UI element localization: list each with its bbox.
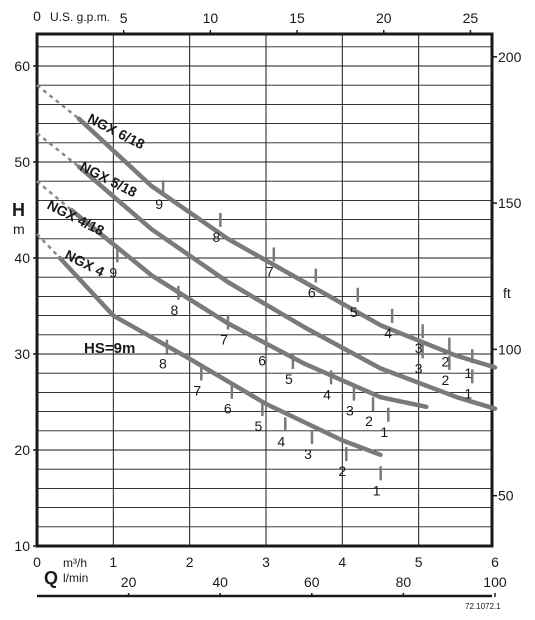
x-m3h-tick-label: 3 bbox=[262, 554, 270, 570]
stage-label: 5 bbox=[350, 304, 358, 320]
series-label: NGX 4/18 bbox=[45, 196, 107, 238]
x-lmin-tick-label: 20 bbox=[121, 574, 137, 590]
x-m3h-tick-label: 5 bbox=[415, 554, 423, 570]
left-axis-symbol: H bbox=[12, 200, 25, 220]
y-m-tick-label: 60 bbox=[14, 58, 30, 74]
stage-label: 1 bbox=[380, 424, 388, 440]
stage-label: 7 bbox=[193, 382, 201, 398]
bottom-axis-symbol: Q bbox=[44, 568, 58, 588]
stage-label: 2 bbox=[338, 463, 346, 479]
stage-label: 9 bbox=[155, 196, 163, 212]
x-m3h-tick-label: 4 bbox=[338, 554, 346, 570]
y-m-tick-label: 40 bbox=[14, 250, 30, 266]
curve-ngx-6-18 bbox=[76, 116, 498, 370]
stage-label: 1 bbox=[464, 385, 472, 401]
stage-label: 3 bbox=[346, 403, 354, 419]
plot-frame bbox=[35, 32, 494, 548]
stage-label: 8 bbox=[159, 356, 167, 372]
gpm-zero-label: 0 bbox=[33, 8, 41, 24]
top-axis-unit: U.S. g.p.m. bbox=[50, 10, 110, 24]
x-lmin-tick-label: 80 bbox=[396, 574, 412, 590]
curve-ngx-5-18 bbox=[76, 164, 498, 411]
stage-label: 1 bbox=[373, 482, 381, 498]
curve-dashed-lead-in bbox=[36, 84, 80, 120]
series-label: NGX 4 bbox=[62, 246, 107, 279]
stage-label: 1 bbox=[464, 365, 472, 381]
y-ft-tick-label: 150 bbox=[498, 195, 522, 211]
x-gpm-tick-label: 10 bbox=[203, 10, 219, 26]
curve-ngx-4-18 bbox=[69, 207, 429, 410]
x-gpm-tick-label: 20 bbox=[376, 10, 392, 26]
curve-dashed-lead-in bbox=[36, 132, 80, 168]
stage-label: 6 bbox=[224, 401, 232, 417]
y-ft-tick-label: 200 bbox=[498, 49, 522, 65]
curve-ngx-4 bbox=[57, 255, 383, 458]
stage-label: 3 bbox=[415, 340, 423, 356]
stage-label: 3 bbox=[415, 360, 423, 376]
stage-label: 4 bbox=[277, 433, 285, 449]
stage-label: 2 bbox=[441, 372, 449, 388]
stage-label: 9 bbox=[109, 264, 117, 280]
x-gpm-tick-label: 15 bbox=[289, 10, 305, 26]
x-lmin-tick-label: 60 bbox=[304, 574, 320, 590]
stage-label: 2 bbox=[441, 354, 449, 370]
y-m-tick-label: 10 bbox=[14, 538, 30, 554]
stage-label: 7 bbox=[266, 263, 274, 279]
curve-dashed-lead-in bbox=[36, 233, 61, 259]
stage-label: 5 bbox=[254, 418, 262, 434]
stage-label: 8 bbox=[170, 302, 178, 318]
y-ft-tick-label: 100 bbox=[498, 341, 522, 357]
stage-label: 4 bbox=[323, 386, 331, 402]
stage-label: 7 bbox=[220, 332, 228, 348]
stage-label: 6 bbox=[258, 353, 266, 369]
stage-label: 6 bbox=[308, 285, 316, 301]
x-lmin-tick-label: 40 bbox=[212, 574, 228, 590]
stage-label: 2 bbox=[365, 413, 373, 429]
x-gpm-tick-label: 5 bbox=[120, 10, 128, 26]
x-m3h-tick-label: 6 bbox=[491, 554, 499, 570]
stage-label: 8 bbox=[212, 229, 220, 245]
stage-label: 3 bbox=[304, 446, 312, 462]
hs-label: HS=9m bbox=[84, 340, 135, 357]
x-m3h-tick-label: 0 bbox=[33, 554, 41, 570]
stage-label: 4 bbox=[384, 325, 392, 341]
x-lmin-tick-label: 100 bbox=[483, 574, 507, 590]
right-axis-unit: ft bbox=[503, 285, 511, 301]
y-m-tick-label: 20 bbox=[14, 442, 30, 458]
x-m3h-tick-label: 1 bbox=[109, 554, 117, 570]
left-axis-unit: m bbox=[13, 221, 25, 237]
stage-label: 5 bbox=[285, 371, 293, 387]
y-m-tick-label: 50 bbox=[14, 154, 30, 170]
bottom-axis-unit-lmin: l/min bbox=[63, 571, 88, 585]
x-m3h-tick-label: 2 bbox=[186, 554, 194, 570]
chart-reference: 72.1072.1 bbox=[465, 602, 501, 611]
y-m-tick-label: 30 bbox=[14, 346, 30, 362]
bottom-axis-unit-m3h: m³/h bbox=[63, 556, 87, 570]
y-ft-tick-label: 50 bbox=[498, 488, 514, 504]
x-gpm-tick-label: 25 bbox=[463, 10, 479, 26]
